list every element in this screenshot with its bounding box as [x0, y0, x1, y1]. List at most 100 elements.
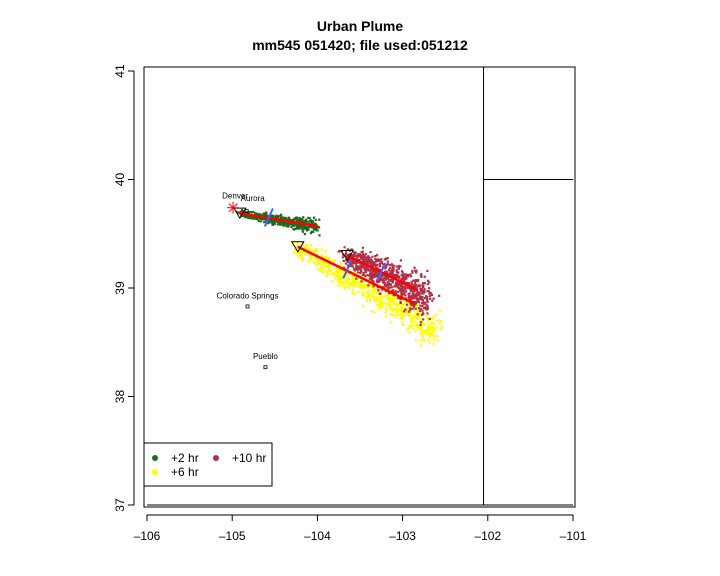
plume-point [426, 290, 429, 293]
plume-point [386, 303, 389, 306]
plume-point [327, 269, 330, 272]
plume-point [417, 325, 420, 328]
plume-point [361, 250, 364, 253]
plume-point [378, 262, 382, 265]
plume-point [328, 263, 331, 267]
plume-point [307, 248, 311, 251]
plume-point [435, 335, 439, 338]
plume-point [419, 321, 422, 324]
plume-point [353, 276, 356, 279]
plume-point [311, 220, 315, 223]
plume-point [426, 333, 429, 336]
plume-point [382, 263, 385, 266]
plume-point [269, 220, 273, 223]
plume-point [409, 318, 412, 321]
plume-point [304, 253, 308, 256]
plume-point [400, 273, 403, 277]
plume-point [399, 265, 402, 268]
plume-point [364, 275, 367, 278]
city-label: Denver [222, 192, 248, 201]
plume-point [343, 254, 346, 257]
plume-point [371, 262, 375, 265]
plume-point [410, 289, 413, 292]
plume-point [378, 292, 381, 296]
plume-point [339, 284, 342, 287]
plume-point [381, 296, 384, 299]
plume-point [301, 228, 304, 232]
plume-point [394, 314, 397, 317]
plume-point [279, 223, 282, 226]
plume-point [305, 247, 308, 251]
plume-point [367, 269, 371, 272]
plume-point [365, 262, 368, 265]
plume-point [399, 288, 403, 291]
plume-point [345, 272, 348, 276]
plume-point [411, 324, 414, 328]
plume-point [399, 307, 402, 310]
plume-point [304, 220, 308, 223]
plume-point [357, 271, 360, 274]
plume-point [383, 295, 386, 298]
plume-point [356, 267, 359, 270]
plume-point [357, 265, 360, 268]
plume-point [359, 284, 362, 287]
plume-point [420, 287, 424, 290]
plume-point [431, 326, 434, 329]
plume-point [405, 309, 408, 312]
plume-point [361, 266, 364, 269]
plume-point [378, 297, 381, 300]
plume-point [376, 299, 379, 303]
plume-point [360, 254, 363, 257]
plume-point [423, 287, 426, 291]
plume-point [419, 292, 422, 295]
plume-point [292, 252, 296, 255]
plume-point [347, 283, 350, 286]
plume-point [428, 328, 431, 331]
plume-point [368, 257, 371, 260]
plume-point [365, 256, 368, 259]
plume-point [300, 257, 303, 260]
plume-point [302, 216, 305, 219]
plume-point [377, 290, 380, 294]
plume-point [298, 216, 301, 219]
plume-point [359, 255, 362, 258]
plume-point [413, 289, 416, 292]
plume-point [394, 273, 397, 277]
plume-point [388, 266, 391, 269]
plume-point [400, 277, 404, 281]
plume-point [423, 291, 426, 294]
plume-point [381, 281, 384, 284]
plume-point [296, 223, 299, 226]
plume-point [398, 275, 401, 278]
plume-point [311, 222, 314, 225]
plume-point [276, 220, 279, 224]
plume-point [366, 286, 370, 289]
plume-point [388, 298, 391, 301]
plume-point [397, 308, 400, 311]
plume-point [426, 304, 429, 308]
plume-point [420, 319, 423, 322]
plume-point [338, 261, 342, 264]
plume-point [407, 283, 411, 286]
plume-point [375, 303, 378, 306]
plume-point [435, 319, 438, 322]
plume-point [327, 266, 330, 269]
plume-point [432, 328, 435, 331]
plume-point [397, 297, 400, 300]
plume-point [396, 271, 400, 274]
plume-point [359, 268, 363, 272]
plume-point [358, 254, 361, 257]
plume-point [356, 284, 359, 287]
plume-point [264, 212, 267, 216]
plume-point [404, 301, 407, 304]
plume-point [377, 259, 380, 263]
plume-point [426, 299, 429, 302]
plume-point [355, 264, 358, 267]
plume-point [321, 271, 324, 274]
plume-point [387, 286, 390, 289]
plume-point [375, 275, 378, 278]
plume-point [319, 261, 322, 264]
plume-point [316, 249, 319, 252]
plume-point [302, 251, 305, 254]
